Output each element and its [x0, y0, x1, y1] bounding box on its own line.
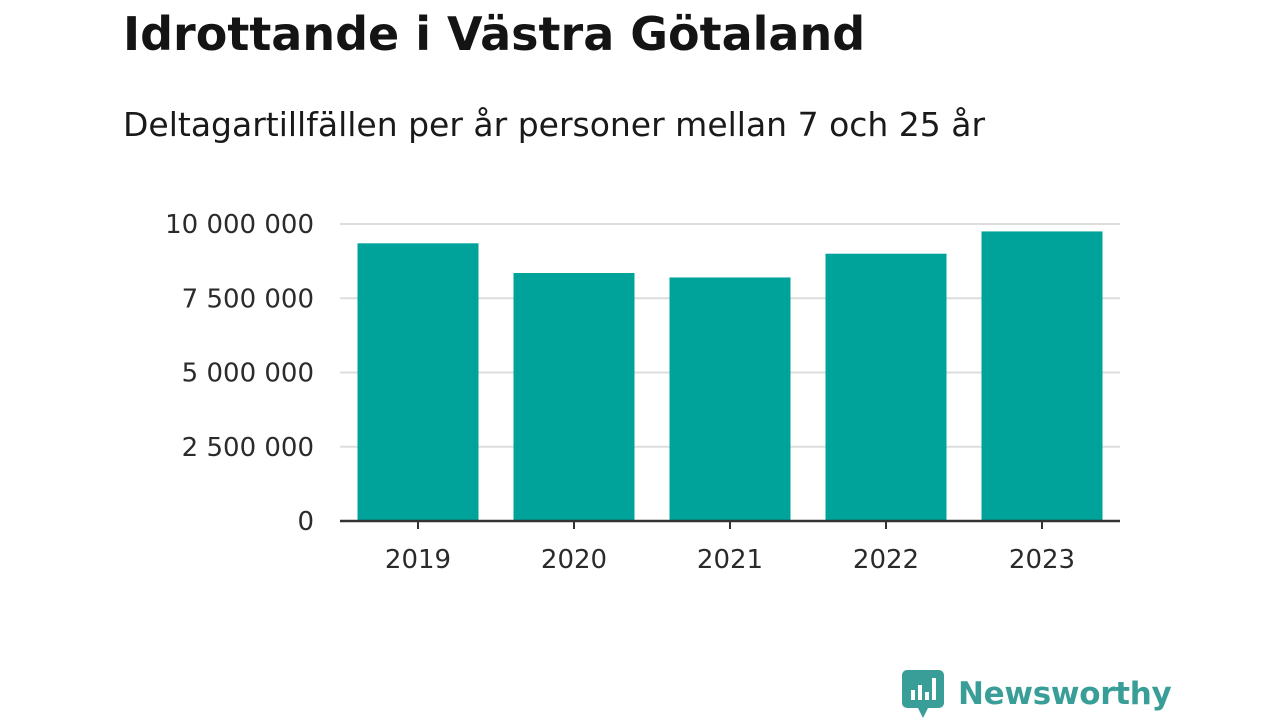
x-axis	[340, 519, 1120, 529]
bar-2019	[357, 243, 479, 521]
x-tick-label: 2021	[697, 545, 763, 575]
x-tick-label: 2020	[541, 545, 607, 575]
x-tick-label: 2023	[1009, 545, 1075, 575]
y-tick-label: 2 500 000	[182, 433, 314, 463]
x-tick-label: 2019	[385, 545, 451, 575]
bar-2020	[513, 273, 635, 521]
y-tick-label: 5 000 000	[182, 359, 314, 389]
y-axis-tick-labels: 0 2 500 000 5 000 000 7 500 000 10 000 000	[165, 210, 314, 537]
y-tick-label: 7 500 000	[182, 284, 314, 314]
chart-subtitle: Deltagartillfällen per år personer mella…	[123, 105, 986, 144]
newsworthy-logo-icon	[902, 670, 944, 718]
bars	[357, 231, 1103, 522]
bar-2021	[669, 277, 791, 521]
brand-logo: Newsworthy	[902, 670, 1172, 718]
brand-name: Newsworthy	[958, 676, 1172, 712]
x-axis-tick-labels: 2019 2020 2021 2022 2023	[385, 545, 1075, 575]
chart-title: Idrottande i Västra Götaland	[123, 7, 866, 61]
bar-2023	[981, 231, 1103, 522]
bar-2022	[825, 253, 947, 521]
y-tick-label: 10 000 000	[165, 210, 314, 240]
x-tick-label: 2022	[853, 545, 919, 575]
y-tick-label: 0	[297, 507, 314, 537]
